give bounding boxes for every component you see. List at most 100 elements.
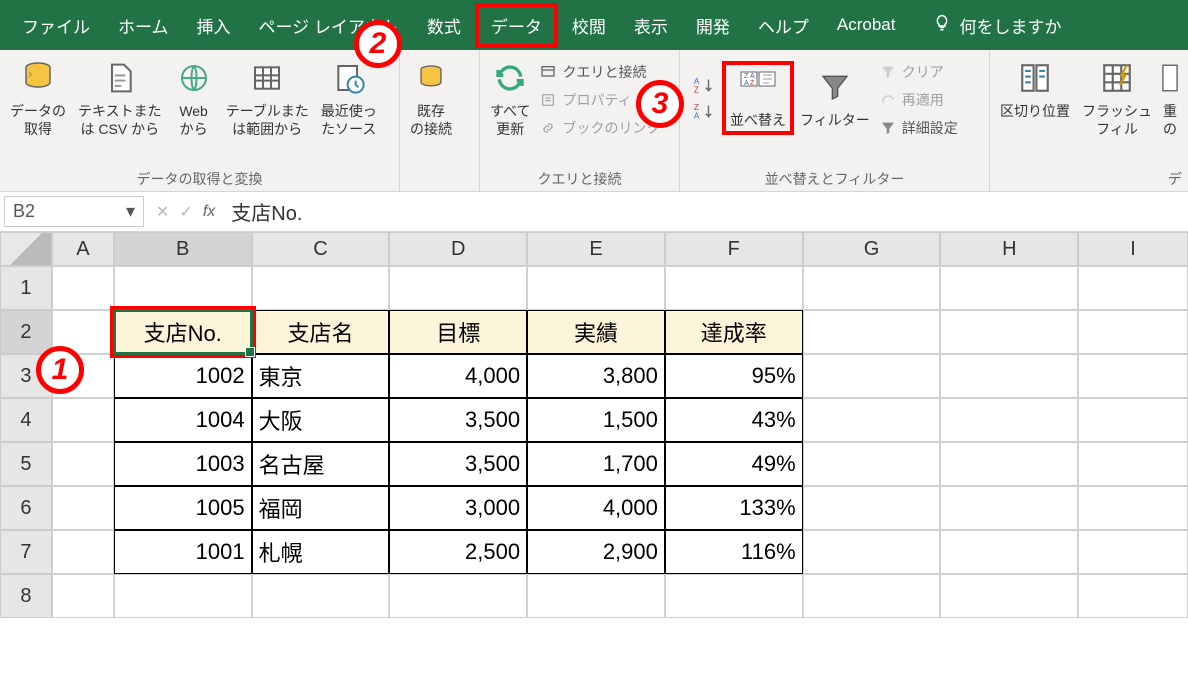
cell-E2[interactable]: 実績 (527, 310, 665, 354)
from-csv-button[interactable]: テキストまた は CSV から (72, 56, 168, 140)
cell[interactable] (940, 486, 1078, 530)
cell[interactable]: 4,000 (527, 486, 665, 530)
col-F[interactable]: F (665, 232, 803, 266)
cell[interactable] (52, 398, 114, 442)
cell[interactable] (52, 530, 114, 574)
cell[interactable] (940, 398, 1078, 442)
row-head-4[interactable]: 4 (0, 398, 52, 442)
col-B[interactable]: B (114, 232, 252, 266)
chevron-down-icon[interactable]: ▾ (126, 201, 135, 222)
menu-dev[interactable]: 開発 (682, 3, 744, 48)
col-A[interactable]: A (52, 232, 114, 266)
reapply-button[interactable]: 再適用 (876, 88, 962, 112)
cell[interactable]: 1,500 (527, 398, 665, 442)
queries-connections-button[interactable]: クエリと接続 (536, 60, 664, 84)
filter-button[interactable]: フィルター (794, 65, 876, 131)
cell[interactable] (1078, 442, 1188, 486)
cell[interactable]: 1,700 (527, 442, 665, 486)
row-head-5[interactable]: 5 (0, 442, 52, 486)
refresh-all-button[interactable]: すべて 更新 (484, 56, 536, 140)
menu-insert[interactable]: 挿入 (183, 3, 245, 48)
cell-B2[interactable]: 支店No. (114, 310, 252, 354)
cell[interactable]: 2,900 (527, 530, 665, 574)
cell[interactable]: 49% (665, 442, 803, 486)
menu-view[interactable]: 表示 (620, 3, 682, 48)
row-head-1[interactable]: 1 (0, 266, 52, 310)
cell[interactable] (803, 442, 941, 486)
cell[interactable]: 4,000 (389, 354, 527, 398)
cell[interactable] (940, 530, 1078, 574)
cell[interactable] (803, 398, 941, 442)
cell[interactable] (1078, 574, 1188, 618)
flash-fill-button[interactable]: フラッシュ フィル (1076, 56, 1158, 140)
cell[interactable]: 1004 (114, 398, 252, 442)
from-web-button[interactable]: Web から (168, 56, 220, 140)
cell[interactable] (940, 574, 1078, 618)
cell[interactable] (940, 354, 1078, 398)
cell[interactable]: 3,800 (527, 354, 665, 398)
row-head-2[interactable]: 2 (0, 310, 52, 354)
cell[interactable]: 95% (665, 354, 803, 398)
cell[interactable] (803, 266, 941, 310)
cell[interactable] (940, 310, 1078, 354)
cell[interactable]: 1002 (114, 354, 252, 398)
recent-sources-button[interactable]: 最近使っ たソース (315, 56, 383, 140)
cell[interactable] (52, 574, 114, 618)
existing-conn-button[interactable]: 既存 の接続 (404, 56, 458, 140)
col-H[interactable]: H (940, 232, 1078, 266)
tell-me[interactable]: 何をしますか (933, 13, 1061, 38)
cell[interactable]: 133% (665, 486, 803, 530)
col-C[interactable]: C (252, 232, 390, 266)
from-table-button[interactable]: テーブルまた は範囲から (220, 56, 315, 140)
cell[interactable]: 2,500 (389, 530, 527, 574)
cell-C2[interactable]: 支店名 (252, 310, 390, 354)
cell[interactable] (52, 266, 114, 310)
cell[interactable] (389, 574, 527, 618)
cell[interactable] (1078, 266, 1188, 310)
cell[interactable] (114, 266, 252, 310)
cell[interactable] (52, 442, 114, 486)
cell[interactable] (252, 266, 390, 310)
menu-formulas[interactable]: 数式 (413, 3, 475, 48)
cell[interactable]: 東京 (252, 354, 390, 398)
sort-asc-button[interactable]: AZ (688, 73, 718, 97)
cell[interactable]: 名古屋 (252, 442, 390, 486)
cell[interactable] (1078, 310, 1188, 354)
menu-help[interactable]: ヘルプ (744, 3, 823, 48)
cell[interactable] (114, 574, 252, 618)
cell[interactable]: 43% (665, 398, 803, 442)
menu-acrobat[interactable]: Acrobat (823, 5, 910, 45)
cell[interactable] (665, 574, 803, 618)
menu-file[interactable]: ファイル (8, 3, 104, 48)
menu-home[interactable]: ホーム (104, 3, 183, 48)
cell[interactable] (252, 574, 390, 618)
cell[interactable] (803, 310, 941, 354)
sort-button[interactable]: ZAAZ並べ替え (722, 61, 794, 135)
col-E[interactable]: E (527, 232, 665, 266)
clear-filter-button[interactable]: クリア (876, 60, 962, 84)
cell[interactable]: 3,500 (389, 442, 527, 486)
menu-data[interactable]: データ (475, 3, 558, 48)
cell[interactable] (527, 266, 665, 310)
sort-desc-button[interactable]: ZA (688, 99, 718, 123)
col-D[interactable]: D (389, 232, 527, 266)
text-to-columns-button[interactable]: 区切り位置 (994, 56, 1076, 122)
name-box[interactable]: B2 ▾ (4, 196, 144, 227)
cell[interactable]: 大阪 (252, 398, 390, 442)
cell[interactable] (1078, 398, 1188, 442)
fx-icon[interactable]: fx (203, 203, 215, 221)
cell-D2[interactable]: 目標 (389, 310, 527, 354)
cell[interactable] (52, 486, 114, 530)
cell[interactable] (803, 354, 941, 398)
cell[interactable]: 116% (665, 530, 803, 574)
cancel-icon[interactable]: ✕ (156, 202, 169, 222)
cell[interactable]: 福岡 (252, 486, 390, 530)
cell[interactable] (940, 442, 1078, 486)
cell[interactable] (803, 530, 941, 574)
cell[interactable] (803, 574, 941, 618)
row-head-6[interactable]: 6 (0, 486, 52, 530)
cell[interactable]: 1003 (114, 442, 252, 486)
cell[interactable]: 札幌 (252, 530, 390, 574)
col-G[interactable]: G (803, 232, 941, 266)
cell[interactable]: 3,500 (389, 398, 527, 442)
